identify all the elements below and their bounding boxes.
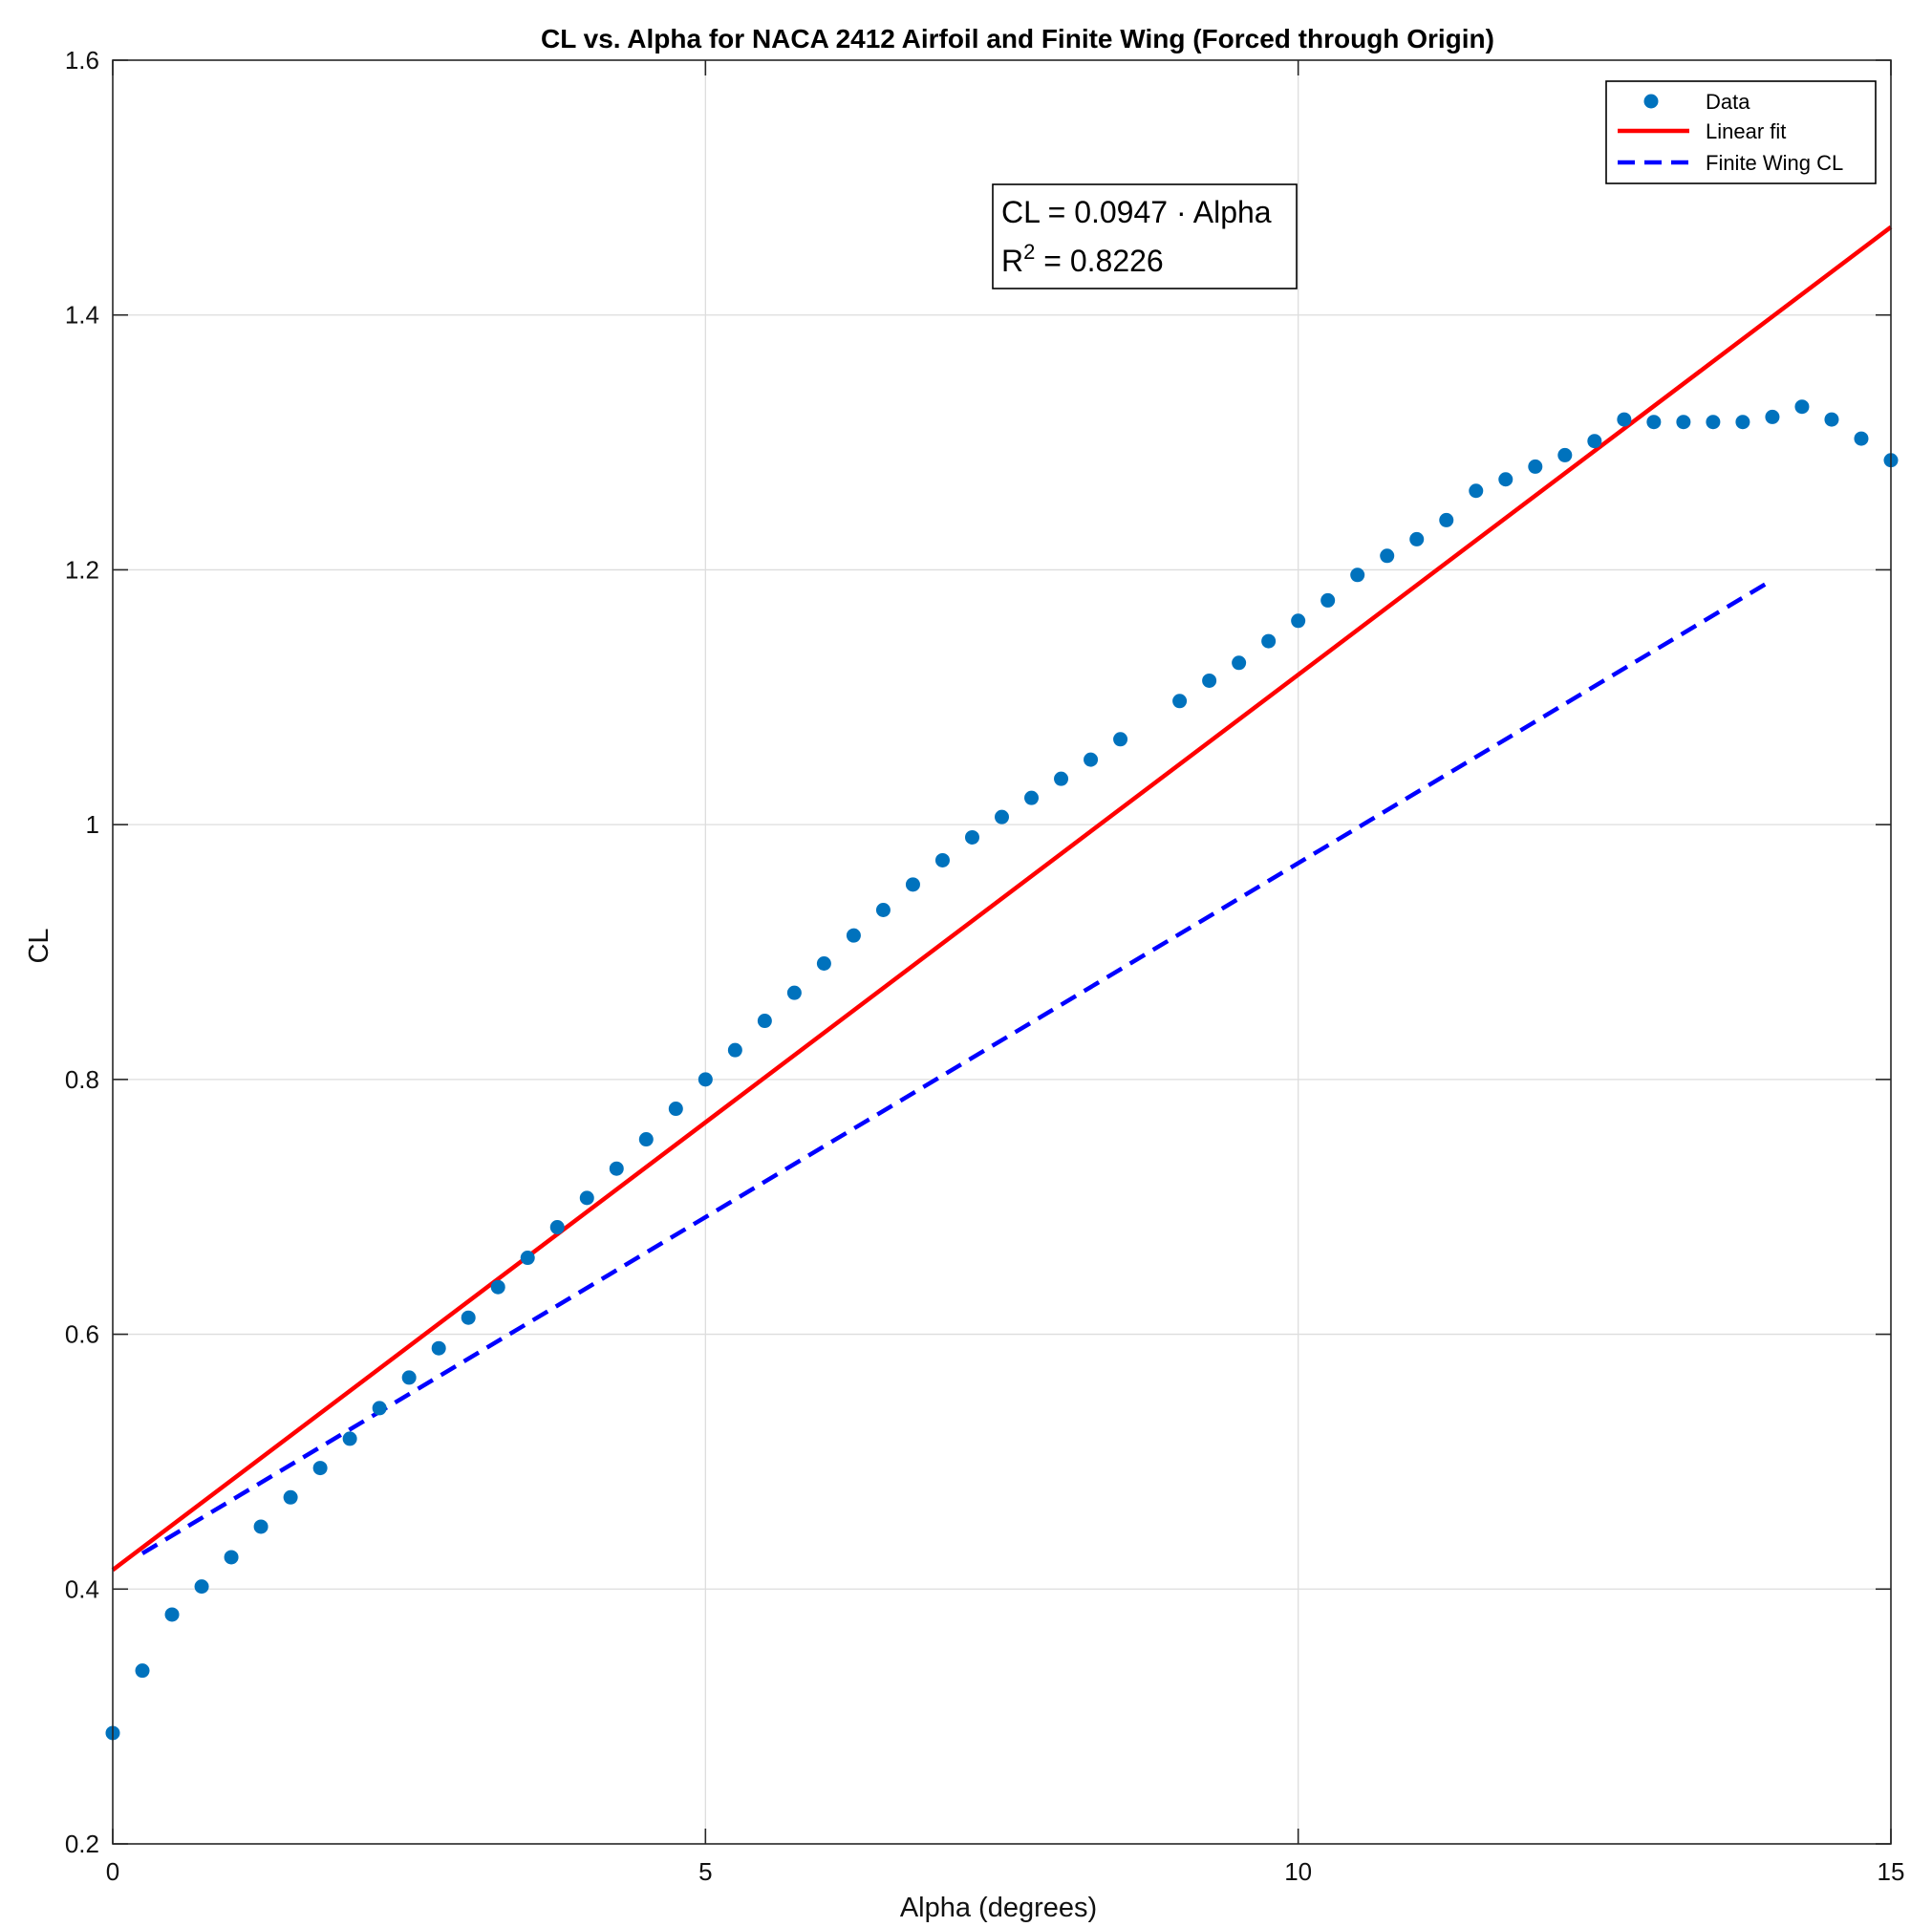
x-tick-label: 10 xyxy=(1284,1857,1312,1886)
data-point xyxy=(1054,771,1069,786)
data-point xyxy=(549,1220,565,1235)
data-point xyxy=(727,1042,742,1058)
data-point xyxy=(401,1370,417,1385)
data-point xyxy=(1350,567,1365,583)
y-tick-label: 0.2 xyxy=(65,1830,99,1858)
data-point xyxy=(431,1340,446,1356)
finite-wing-cl-line xyxy=(140,578,1774,1555)
data-point xyxy=(1528,459,1543,474)
data-point xyxy=(1024,790,1040,805)
axes-box xyxy=(112,59,1892,1845)
data-point xyxy=(1232,655,1247,671)
x-axis-label: Alpha (degrees) xyxy=(900,1893,1097,1923)
data-point xyxy=(875,902,891,917)
annotation-r2: R2 = 0.8226 xyxy=(1001,240,1164,278)
y-tick-label: 0.4 xyxy=(65,1574,99,1603)
fit-annotation: CL = 0.0947 · Alpha R2 = 0.8226 xyxy=(992,183,1298,289)
y-tick-label: 1.4 xyxy=(65,301,99,330)
y-tick-label: 1.6 xyxy=(65,46,99,75)
data-point xyxy=(194,1579,209,1595)
data-point xyxy=(1646,415,1662,430)
data-point xyxy=(135,1663,150,1679)
grid xyxy=(113,60,1891,1844)
y-axis-label: CL xyxy=(24,928,54,963)
data-point xyxy=(786,985,802,1000)
data-point xyxy=(1084,752,1099,767)
data-point xyxy=(1557,447,1573,462)
data-point xyxy=(1202,673,1217,688)
data-point xyxy=(995,809,1009,824)
data-point xyxy=(905,877,920,892)
legend-finite-wing-label: Finite Wing CL xyxy=(1706,151,1843,175)
data-point xyxy=(1824,412,1839,427)
x-tick-label: 15 xyxy=(1878,1857,1905,1886)
data-point xyxy=(520,1251,535,1266)
data-point xyxy=(164,1607,180,1622)
data-point xyxy=(1409,531,1425,546)
data-point xyxy=(816,956,831,972)
y-tick-label: 0.8 xyxy=(65,1065,99,1094)
data-point xyxy=(1498,472,1513,487)
annotation-r2-value: = 0.8226 xyxy=(1035,244,1163,278)
legend-data-marker xyxy=(1643,94,1659,109)
data-point xyxy=(846,928,861,943)
data-point xyxy=(253,1519,268,1534)
data-point xyxy=(1320,592,1336,608)
x-tick-label: 5 xyxy=(698,1857,712,1886)
data-point xyxy=(224,1550,239,1565)
data-point xyxy=(668,1102,683,1117)
data-point xyxy=(342,1431,357,1446)
y-tick-label: 1.2 xyxy=(65,555,99,584)
data-point xyxy=(1765,409,1780,424)
data-point xyxy=(1113,732,1128,747)
data-point xyxy=(757,1014,772,1029)
data-point xyxy=(1587,434,1602,449)
data-point xyxy=(934,852,950,867)
data-point xyxy=(1291,613,1306,629)
data-point xyxy=(1735,415,1750,430)
data-point xyxy=(1706,415,1721,430)
data-point xyxy=(1261,633,1277,649)
data-point xyxy=(609,1161,624,1176)
data-point xyxy=(1439,512,1454,527)
data-point xyxy=(461,1310,476,1325)
data-point xyxy=(1469,483,1484,499)
legend: Data Linear fit Finite Wing CL xyxy=(1605,80,1877,184)
data-point xyxy=(490,1279,505,1295)
data-point xyxy=(372,1401,387,1416)
data-point xyxy=(1676,415,1691,430)
data-point xyxy=(1794,399,1810,415)
data-point xyxy=(638,1132,654,1147)
data-point xyxy=(312,1461,328,1476)
y-tick-label: 0.6 xyxy=(65,1320,99,1349)
chart-title: CL vs. Alpha for NACA 2412 Airfoil and F… xyxy=(541,24,1494,54)
data-point xyxy=(964,829,979,845)
legend-data-label: Data xyxy=(1706,90,1750,114)
annotation-equation: CL = 0.0947 · Alpha xyxy=(1001,195,1272,229)
annotation-r2-base: R xyxy=(1001,244,1023,278)
y-tick-label: 1 xyxy=(86,810,99,839)
plot-area xyxy=(105,225,1899,1741)
data-point xyxy=(698,1072,713,1087)
linear-fit-line xyxy=(111,225,1893,1573)
data-point xyxy=(283,1489,298,1505)
data-point xyxy=(1172,694,1188,709)
x-tick-label: 0 xyxy=(106,1857,119,1886)
data-point xyxy=(1617,412,1632,427)
data-point xyxy=(1380,548,1395,564)
legend-linear-fit-label: Linear fit xyxy=(1706,119,1786,143)
data-point xyxy=(1854,431,1869,446)
data-point xyxy=(579,1190,594,1206)
annotation-r2-sup: 2 xyxy=(1023,240,1035,264)
annotation-box xyxy=(992,183,1298,289)
ticks: 0 5 10 15 0.2 0.4 0.6 0.8 1 1.2 1.4 1.6 xyxy=(65,46,1905,1886)
